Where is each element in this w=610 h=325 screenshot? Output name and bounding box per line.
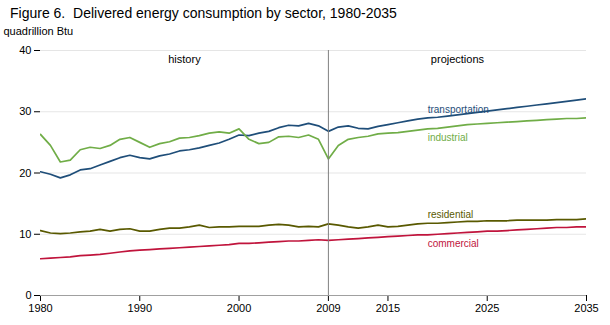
svg-text:history: history — [168, 53, 201, 65]
svg-text:quadrillion Btu: quadrillion Btu — [4, 25, 74, 37]
svg-text:projections: projections — [431, 53, 485, 65]
svg-text:2025: 2025 — [475, 302, 499, 314]
svg-text:30: 30 — [19, 105, 31, 117]
svg-text:1980: 1980 — [28, 302, 52, 314]
svg-text:20: 20 — [19, 167, 31, 179]
html-text:Figure 6. Delivered energy con: Figure 6. Delivered energy consumption b… — [10, 5, 397, 21]
svg-text:40: 40 — [19, 44, 31, 56]
svg-text:10: 10 — [19, 228, 31, 240]
svg-text:2015: 2015 — [376, 302, 400, 314]
svg-text:0: 0 — [25, 289, 31, 301]
svg-text:residential: residential — [428, 209, 474, 220]
svg-text:commercial: commercial — [428, 238, 479, 249]
svg-text:2009: 2009 — [316, 302, 340, 314]
svg-text:1990: 1990 — [128, 302, 152, 314]
svg-text:industrial: industrial — [428, 132, 468, 143]
svg-text:transportation: transportation — [428, 104, 489, 115]
svg-text:2035: 2035 — [574, 302, 598, 314]
svg-text:2000: 2000 — [227, 302, 251, 314]
